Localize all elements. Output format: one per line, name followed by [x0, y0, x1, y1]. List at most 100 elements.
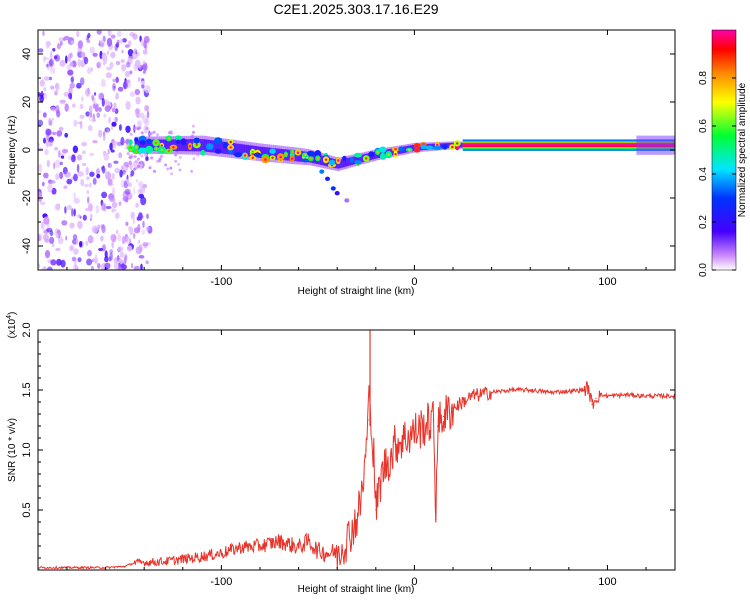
noise-blob — [169, 130, 173, 134]
noise-blob — [140, 263, 143, 270]
band-spot-core — [135, 146, 138, 149]
noise-blob — [174, 159, 178, 163]
noise-blob — [102, 55, 108, 64]
noise-blob — [110, 34, 116, 39]
noise-blob — [191, 124, 195, 128]
noise-blob — [86, 258, 93, 266]
band-core — [265, 147, 269, 159]
noise-blob — [122, 81, 129, 90]
y-tick-label: 1.0 — [21, 442, 33, 457]
band-core — [204, 139, 207, 152]
noise-blob — [68, 92, 72, 100]
noise-blob — [59, 59, 66, 67]
noise-blob — [69, 245, 74, 252]
band-spot — [206, 143, 214, 150]
band-core — [138, 139, 141, 151]
noise-blob — [73, 197, 80, 204]
noise-blob — [80, 178, 85, 187]
band-core — [248, 145, 251, 157]
noise-blob — [55, 247, 61, 252]
noise-blob — [105, 172, 108, 177]
noise-blob — [80, 51, 86, 59]
snr-point — [433, 419, 435, 421]
x-tick-label: -100 — [210, 576, 232, 588]
noise-blob — [81, 96, 84, 102]
snr-point — [529, 389, 531, 391]
band-spot — [330, 186, 336, 191]
band-spot — [349, 157, 354, 163]
band-spot-core — [337, 159, 340, 162]
noise-blob — [104, 255, 109, 263]
noise-blob — [44, 239, 50, 243]
snr-x-ticks: -100 0 100 — [66, 330, 647, 588]
band-spot-core — [408, 148, 411, 152]
band-core — [356, 155, 359, 164]
band-spot — [334, 191, 340, 196]
noise-blob — [120, 59, 125, 63]
noise-blob — [108, 117, 111, 124]
noise-blob — [117, 233, 122, 242]
noise-blob — [50, 106, 57, 112]
noise-blob — [70, 76, 75, 83]
snr-point — [471, 395, 473, 397]
colorbar-label: Normalized spectral amplitude — [737, 82, 748, 217]
noise-blob — [146, 213, 149, 220]
noise-blob — [91, 225, 99, 234]
noise-blob — [56, 43, 61, 50]
noise-blob — [142, 220, 145, 228]
snr-point — [355, 519, 358, 521]
noise-blob — [135, 202, 140, 208]
noise-blob — [129, 226, 134, 236]
band-core — [213, 140, 216, 153]
snr-point — [645, 395, 647, 397]
noise-blob — [177, 162, 181, 166]
band-spot — [398, 146, 405, 152]
snr-point — [394, 443, 396, 445]
noise-blob — [127, 49, 134, 57]
noise-blob — [87, 249, 92, 257]
noise-blob — [43, 137, 46, 144]
noise-blob — [43, 172, 49, 179]
band-spot — [269, 148, 276, 154]
noise-blob — [129, 173, 133, 177]
noise-blob — [83, 183, 90, 188]
noise-blob — [133, 48, 137, 55]
band-core — [219, 141, 222, 154]
band-core — [148, 139, 151, 151]
band-spot-core — [451, 145, 454, 149]
noise-blob — [116, 229, 119, 235]
noise-blob — [89, 171, 95, 177]
noise-blob — [60, 40, 63, 46]
noise-blob — [124, 80, 130, 83]
noise-blob — [59, 161, 63, 166]
noise-blob — [133, 187, 136, 195]
noise-blob — [39, 94, 44, 103]
noise-blob — [108, 256, 112, 262]
noise-blob — [50, 117, 55, 122]
band-spot-core — [394, 148, 397, 151]
snr-line — [38, 380, 675, 570]
noise-blob — [56, 110, 61, 118]
snr-panel: -100 0 100 0.5 1.0 1.5 2.0 Height of straight… — [6, 312, 676, 595]
snr-point — [583, 389, 585, 391]
snr-x-label: Height of straight line (km) — [298, 584, 415, 595]
noise-blob — [116, 30, 122, 38]
snr-point — [326, 552, 329, 554]
noise-blob — [76, 164, 80, 173]
band-spot — [325, 176, 330, 181]
band-core — [431, 143, 435, 150]
x-tick-label: 100 — [598, 276, 616, 288]
snr-point — [587, 387, 589, 389]
band-spot-core — [376, 150, 379, 154]
noise-blob — [138, 193, 145, 199]
band-spot — [342, 155, 347, 161]
noise-blob — [114, 167, 121, 174]
snr-point — [298, 546, 300, 548]
noise-blob — [76, 238, 79, 245]
noise-blob — [130, 211, 135, 220]
noise-blob — [96, 112, 100, 118]
noise-blob — [38, 48, 44, 53]
noise-blob — [150, 131, 154, 135]
noise-blob — [90, 265, 94, 270]
band-core — [167, 139, 170, 151]
